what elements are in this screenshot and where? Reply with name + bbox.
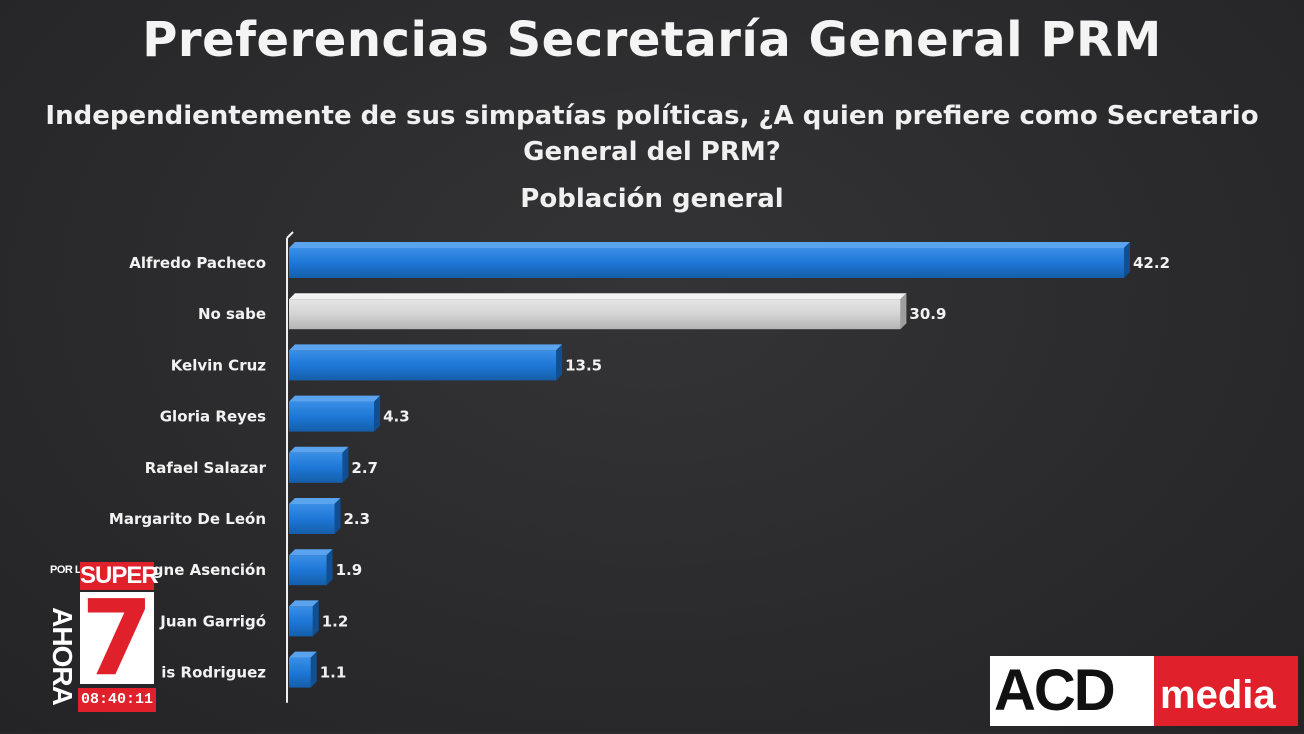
bar-top-face [289,395,381,402]
bar-side-face [1124,242,1130,278]
bar-top-face [289,600,319,607]
category-label: Margarito De León [109,510,266,528]
clock-display: 08:40:11 [78,688,156,712]
value-label: 1.2 [322,612,349,630]
category-label: No sabe [198,305,266,323]
bar [289,401,375,432]
category-label: Gloria Reyes [160,408,266,426]
super7-super: SUPER [80,562,159,590]
bar-side-face [334,498,341,534]
labels: Alfredo Pacheco 42.2 No sabe 30.9 Kelvin Cru… [109,254,1170,682]
category-label: Rafael Salazar [145,459,267,477]
category-label: gne Asención [153,561,266,579]
acd-media-logo: ACD media [990,656,1298,726]
super7-seven: 7 [80,577,154,699]
value-label: 1.9 [336,561,363,579]
super7-por-la: POR LA [50,564,89,576]
value-label: 30.9 [909,305,946,323]
bar-side-face [310,651,317,688]
bar-side-face [326,549,333,586]
bar-top-face [289,344,563,351]
bar [289,350,557,381]
chart-title: Preferencias Secretaría General PRM [142,12,1162,68]
bar [289,657,311,688]
super7-ahora: AHORA [47,607,78,705]
question-line-1: Independientemente de sus simpatías polí… [45,101,1259,131]
acd-text: ACD [994,658,1116,723]
bar-top-face [289,549,333,556]
bar-top-face [289,293,907,300]
value-label: 42.2 [1133,254,1170,272]
bar-side-face [900,293,907,330]
category-label: Juan Garrigó [159,612,266,630]
bar [289,504,335,534]
value-label: 13.5 [565,356,602,374]
bar [289,606,313,637]
value-label: 1.1 [320,664,347,682]
y-axis-depth-line [286,231,294,239]
super7-logo: POR LA AHORA SUPER 7 08:40:11 [47,562,159,714]
category-label: Alfredo Pacheco [129,254,266,272]
question-line-2: General del PRM? [523,137,781,167]
bar-top-face [289,446,349,453]
population-label: Población general [520,184,784,214]
category-axis [286,231,294,703]
bar-side-face [312,600,319,637]
bar [289,248,1124,278]
media-text: media [1154,656,1298,726]
bar [289,555,327,586]
bars [289,242,1130,688]
bar-side-face [556,344,563,381]
bar-top-face [289,651,317,658]
category-label: Kelvin Cruz [171,356,267,374]
bar [289,299,901,330]
bar-side-face [374,395,381,432]
value-label: 4.3 [383,408,410,426]
bar-top-face [289,242,1130,248]
category-label: is Rodriguez [161,664,266,682]
chart-question: Independientemente de sus simpatías polí… [20,98,1284,170]
bar-top-face [289,498,341,504]
bar-side-face [342,446,349,483]
value-label: 2.7 [351,459,378,477]
bar [289,452,343,483]
value-label: 2.3 [344,510,371,528]
